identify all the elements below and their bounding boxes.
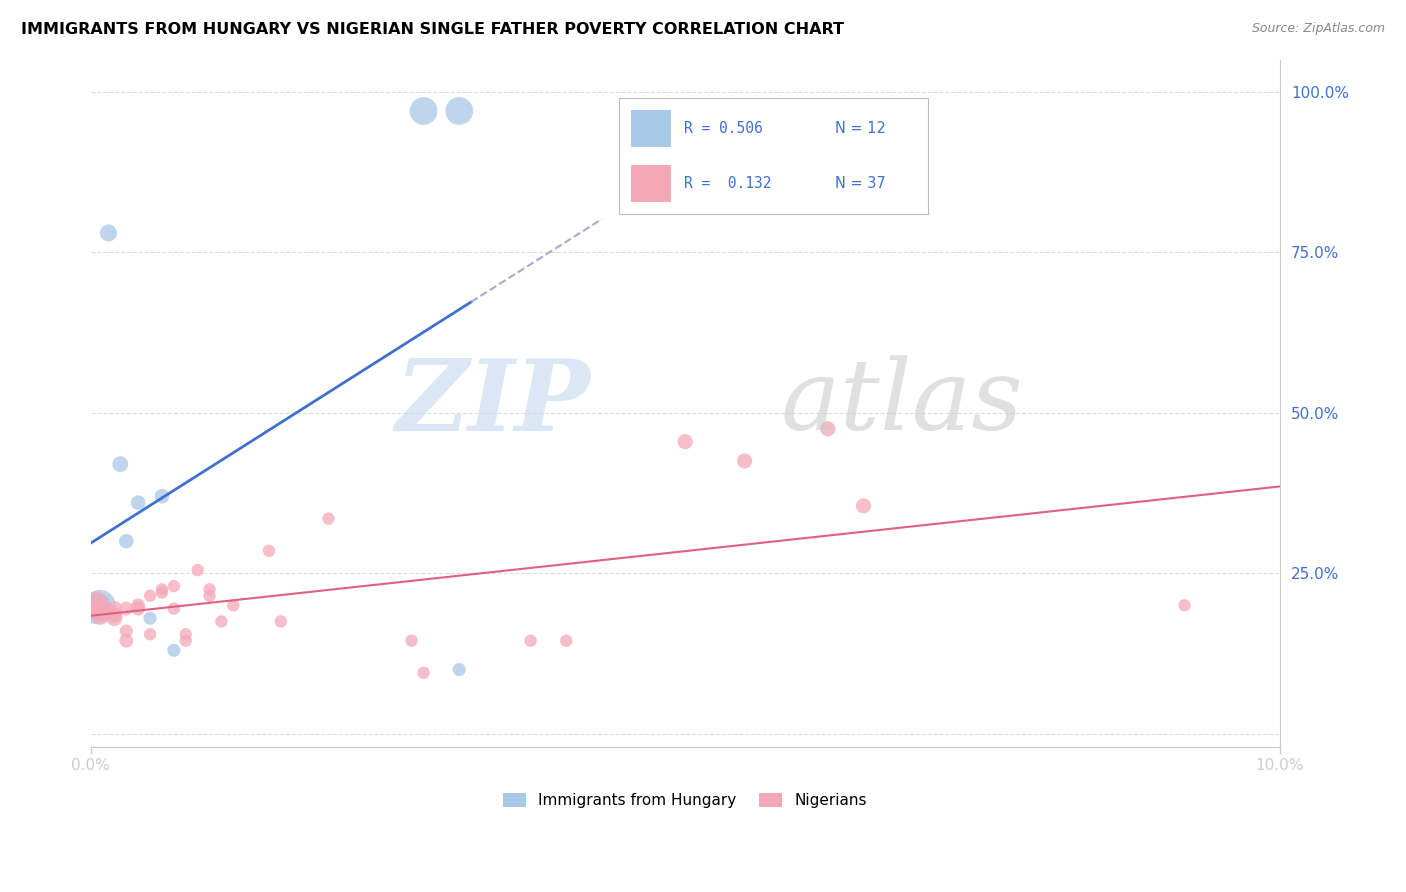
Point [89,607,111,622]
Text: N = 37: N = 37 [835,177,886,192]
Point [115,534,138,549]
Point [103,611,125,625]
Point [1174,599,1197,613]
Point [449,103,471,118]
FancyBboxPatch shape [631,110,671,147]
Point [817,422,839,436]
Point [103,601,125,615]
Text: R = 0.506: R = 0.506 [683,120,762,136]
Point [852,499,875,513]
Point [198,582,221,597]
Point [139,627,162,641]
Point [174,633,197,648]
Point [150,489,173,503]
Point [115,633,138,648]
Text: ZIP: ZIP [395,355,591,451]
Point [449,663,471,677]
Text: Source: ZipAtlas.com: Source: ZipAtlas.com [1251,22,1385,36]
Point [257,543,280,558]
Text: N = 12: N = 12 [835,120,886,136]
Point [174,627,197,641]
Point [127,599,149,613]
Point [412,103,434,118]
Text: atlas: atlas [780,356,1024,450]
Text: IMMIGRANTS FROM HUNGARY VS NIGERIAN SINGLE FATHER POVERTY CORRELATION CHART: IMMIGRANTS FROM HUNGARY VS NIGERIAN SING… [21,22,844,37]
Point [198,589,221,603]
Point [89,599,111,613]
Point [150,582,173,597]
Legend: Immigrants from Hungary, Nigerians: Immigrants from Hungary, Nigerians [498,788,873,814]
Point [734,454,756,468]
Point [115,601,138,615]
Point [163,601,186,615]
Point [673,434,696,449]
Point [412,665,434,680]
Text: R =  0.132: R = 0.132 [683,177,770,192]
Point [97,226,120,240]
Point [270,615,292,629]
Point [127,601,149,615]
FancyBboxPatch shape [631,165,671,202]
Point [318,512,340,526]
FancyBboxPatch shape [619,98,928,214]
Point [187,563,209,577]
Point [115,624,138,638]
Point [86,601,108,615]
Point [103,607,125,622]
Point [555,633,578,648]
Point [86,601,108,615]
Point [222,599,245,613]
Point [519,633,541,648]
Point [150,585,173,599]
Point [91,601,114,615]
Point [163,579,186,593]
Point [401,633,423,648]
Point [139,611,162,625]
Point [139,589,162,603]
Point [86,595,108,609]
Point [110,457,132,471]
Point [209,615,232,629]
Point [127,496,149,510]
Point [91,605,114,619]
Point [163,643,186,657]
